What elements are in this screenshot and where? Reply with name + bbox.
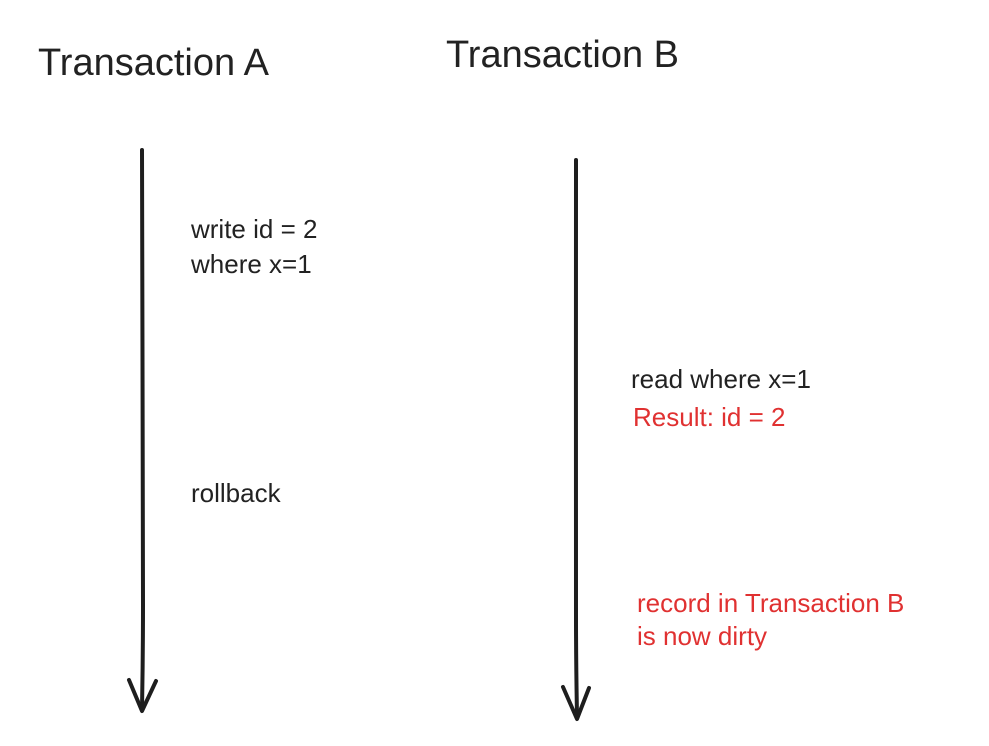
transaction-b-dirty-line2: is now dirty: [637, 621, 768, 651]
transaction-a-write-line1: write id = 2: [191, 214, 318, 244]
transaction-a-timeline-arrow-down-icon: [127, 148, 158, 713]
transaction-b-title: Transaction B: [446, 34, 680, 76]
transaction-a-title: Transaction A: [38, 42, 269, 84]
transaction-b-read: read where x=1: [631, 364, 811, 394]
transaction-a-write-line2: where x=1: [191, 249, 312, 279]
transaction-b-timeline-arrow-down-icon: [561, 158, 591, 721]
transaction-a-rollback: rollback: [191, 478, 281, 508]
transaction-b-dirty-line1: record in Transaction B: [637, 588, 905, 618]
transaction-b-result: Result: id = 2: [633, 402, 786, 432]
